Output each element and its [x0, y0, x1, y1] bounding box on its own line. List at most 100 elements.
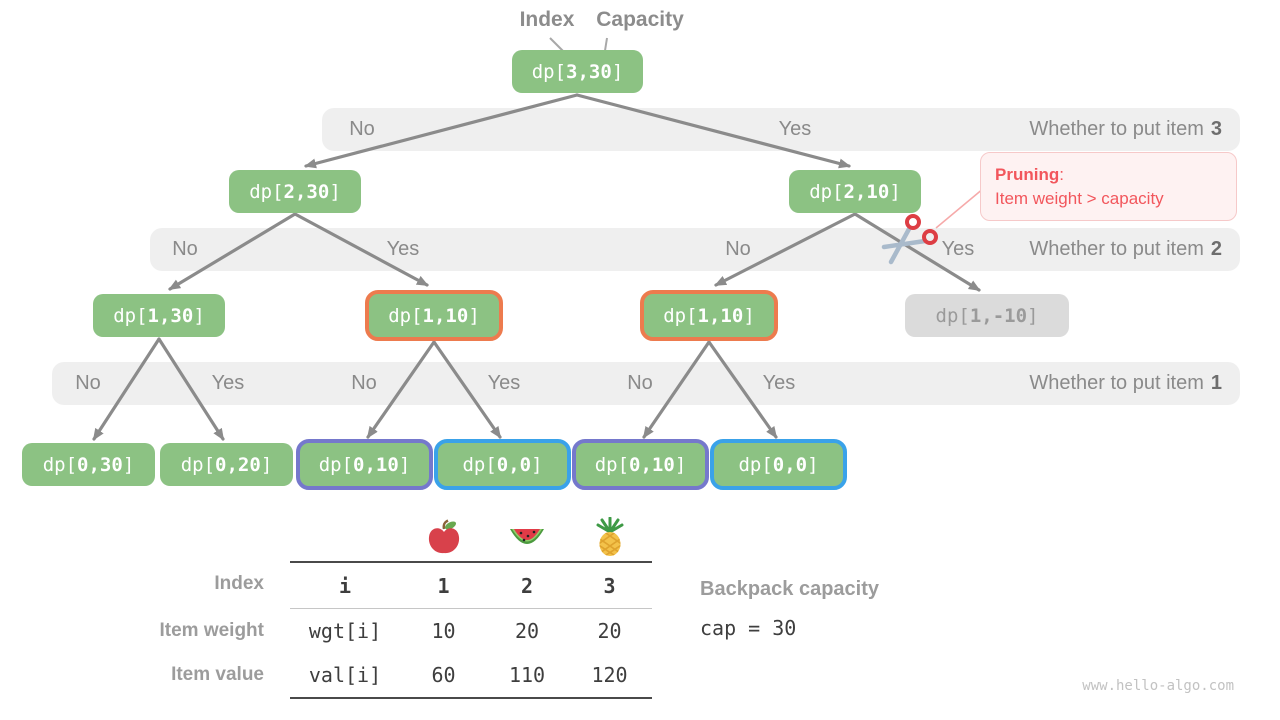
node-text: ]: [122, 453, 135, 476]
choice-yes-label: Yes: [386, 238, 420, 260]
node-text: dp[: [663, 304, 698, 327]
node-dp-2-10: dp[2,10]: [789, 170, 921, 213]
pruning-callout: Pruning: Item weight > capacity: [980, 152, 1237, 221]
node-text: dp[: [738, 453, 773, 476]
node-num: 1,-10: [969, 304, 1028, 327]
choice-no-label: No: [725, 238, 751, 260]
pruning-title-line: Pruning:: [995, 163, 1222, 187]
node-text: dp[: [249, 180, 284, 203]
row-header-index: Index: [214, 572, 264, 594]
node-text: ]: [468, 304, 480, 327]
node-text: ]: [329, 180, 341, 203]
table-cell: 60: [400, 653, 487, 699]
choice-no-label: No: [75, 372, 101, 394]
index-header-label: Index: [519, 8, 575, 31]
band-question-text: Whether to put item: [1029, 372, 1204, 394]
node-num: 0,30: [77, 453, 123, 476]
item-table: Index i 1 2 3 Item weight wgt[i] 10 20 2…: [120, 512, 652, 699]
decision-band-item-3: No Yes Whether to put item 3: [322, 108, 1240, 151]
node-dp-1-30: dp[1,30]: [93, 294, 225, 337]
node-dp-1-10-pruned-b: dp[1,10]: [640, 290, 778, 341]
pruning-description: Item weight > capacity: [995, 189, 1164, 208]
watermark: www.hello-algo.com: [1082, 678, 1234, 694]
row-header-value: Item value: [171, 664, 264, 685]
edge-lines: [92, 93, 981, 441]
node-text: dp[: [809, 180, 844, 203]
node-text: ]: [611, 60, 624, 83]
band-question-num: 2: [1210, 238, 1222, 260]
pruning-colon: :: [1059, 165, 1064, 184]
node-text: ]: [531, 453, 543, 476]
backpack-capacity-value: cap = 30: [700, 616, 797, 640]
band-question: Whether to put item 3: [1029, 108, 1222, 151]
band-question-text: Whether to put item: [1029, 118, 1204, 140]
pineapple-icon: [567, 512, 652, 561]
node-dp-1-10-pruned-a: dp[1,10]: [365, 290, 503, 341]
node-dp-0-0-b: dp[0,0]: [710, 439, 847, 490]
node-text: ]: [807, 453, 819, 476]
node-text: dp[: [180, 453, 216, 476]
choice-yes-label: Yes: [778, 118, 812, 140]
node-dp-0-30: dp[0,30]: [22, 443, 155, 486]
node-text: ]: [398, 453, 411, 476]
table-cell: 110: [487, 653, 567, 699]
scissors-icon: [881, 214, 938, 265]
node-text: ]: [260, 453, 273, 476]
row-header-weight: Item weight: [159, 620, 264, 641]
node-text: dp[: [42, 453, 78, 476]
node-num: 0,10: [353, 453, 399, 476]
choice-no-label: No: [349, 118, 375, 140]
table-cell: wgt[i]: [308, 619, 382, 643]
node-num: 2,10: [843, 180, 890, 203]
node-text: dp[: [594, 453, 630, 476]
choice-yes-label: Yes: [211, 372, 245, 394]
apple-icon: [400, 512, 487, 561]
node-num: 2,30: [283, 180, 330, 203]
watermelon-icon: [487, 512, 567, 561]
node-dp-0-0-a: dp[0,0]: [434, 439, 571, 490]
decision-band-item-1: No Yes No Yes No Yes Whether to put item…: [52, 362, 1240, 405]
choice-no-label: No: [627, 372, 653, 394]
choice-no-label: No: [351, 372, 377, 394]
table-cell: val[i]: [290, 653, 400, 699]
choice-yes-label: Yes: [762, 372, 796, 394]
band-question-num: 3: [1210, 118, 1222, 140]
pruning-title: Pruning: [995, 165, 1060, 184]
node-text: ]: [743, 304, 755, 327]
table-cell: 3: [567, 561, 652, 609]
node-num: 0,20: [215, 453, 261, 476]
band-question: Whether to put item 2: [1029, 228, 1222, 271]
node-num: 1,30: [147, 304, 194, 327]
node-text: ]: [889, 180, 901, 203]
node-text: ]: [193, 304, 205, 327]
band-question-text: Whether to put item: [1029, 238, 1204, 260]
backpack-capacity-label: Backpack capacity: [700, 578, 880, 600]
node-text: dp[: [531, 60, 567, 83]
node-text: dp[: [318, 453, 354, 476]
node-dp-2-30: dp[2,30]: [229, 170, 361, 213]
table-cell: 1: [400, 561, 487, 609]
node-num: 0,10: [629, 453, 675, 476]
node-num: 0,0: [772, 453, 808, 476]
choice-yes-label: Yes: [941, 238, 975, 260]
node-num: 0,0: [496, 453, 532, 476]
node-dp-3-30: dp[3,30]: [512, 50, 643, 93]
node-num: 1,10: [422, 304, 469, 327]
node-text: dp[: [462, 453, 497, 476]
node-text: dp[: [388, 304, 423, 327]
node-text: dp[: [935, 304, 970, 327]
node-dp-1-neg10: dp[1,-10]: [905, 294, 1069, 337]
node-num: 1,10: [697, 304, 744, 327]
table-cell: 20: [597, 619, 622, 643]
node-dp-0-10-b: dp[0,10]: [572, 439, 709, 490]
node-dp-0-20: dp[0,20]: [160, 443, 293, 486]
node-text: ]: [1027, 304, 1039, 327]
node-dp-0-10-a: dp[0,10]: [296, 439, 433, 490]
band-question-num: 1: [1210, 372, 1222, 394]
node-num: 3,30: [566, 60, 612, 83]
choice-yes-label: Yes: [487, 372, 521, 394]
node-text: ]: [674, 453, 687, 476]
